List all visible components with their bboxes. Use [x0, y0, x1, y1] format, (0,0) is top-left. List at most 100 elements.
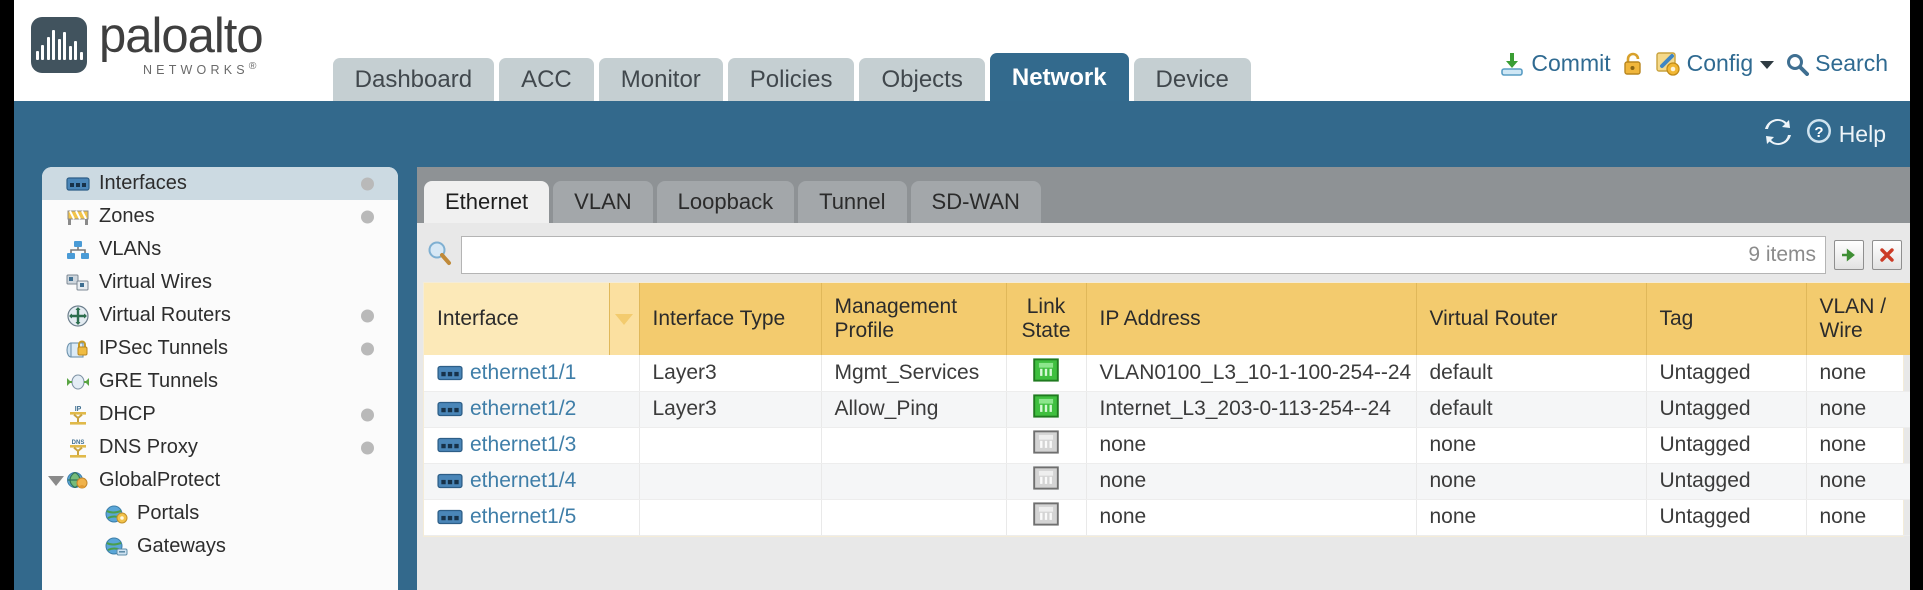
cell-interface: ethernet1/4: [424, 463, 640, 500]
network-sidebar: Interfaces Zones VLANs Vir: [42, 167, 398, 590]
vlans-icon: [66, 240, 90, 260]
sidebar-item-label: Gateways: [137, 535, 226, 557]
cell-link-state: [1006, 391, 1087, 428]
cell-interface: ethernet1/2: [424, 391, 640, 428]
clear-filter-button[interactable]: [1872, 240, 1902, 270]
nav-tab-acc[interactable]: ACC: [499, 57, 594, 101]
cell-tag: Untagged: [1646, 427, 1807, 464]
interface-link[interactable]: ethernet1/2: [470, 397, 577, 420]
interface-link[interactable]: ethernet1/3: [470, 433, 577, 456]
subtab-tunnel[interactable]: Tunnel: [798, 181, 907, 223]
sidebar-item-label: DHCP: [99, 403, 156, 425]
clear-filter-x-icon: [1880, 248, 1894, 262]
table-header-row: Interface Interface Type Management Prof…: [424, 283, 1910, 355]
cell-virtual-router: default: [1416, 391, 1647, 428]
sidebar-item-virtual-wires[interactable]: Virtual Wires: [42, 266, 398, 299]
column-header-link-state[interactable]: Link State: [1006, 283, 1087, 355]
column-header-management-profile[interactable]: Management Profile: [821, 283, 1007, 355]
cell-tag: Untagged: [1646, 499, 1807, 536]
sidebar-item-vlans[interactable]: VLANs: [42, 233, 398, 266]
column-header-interface-type[interactable]: Interface Type: [639, 283, 822, 355]
search-button[interactable]: Search: [1785, 50, 1888, 77]
apply-filter-button[interactable]: [1834, 240, 1864, 270]
column-header-virtual-router[interactable]: Virtual Router: [1416, 283, 1647, 355]
sidebar-item-portals[interactable]: Portals: [42, 497, 398, 530]
subtab-loopback[interactable]: Loopback: [656, 181, 795, 223]
cell-ip-address: Internet_L3_203-0-113-254--24: [1086, 391, 1417, 428]
column-header-tag[interactable]: Tag: [1646, 283, 1807, 355]
header-toolbar: Commit Config: [1499, 50, 1910, 101]
sidebar-item-gateways[interactable]: Gateways: [42, 530, 398, 563]
nav-tab-dashboard[interactable]: Dashboard: [332, 57, 495, 101]
table-row[interactable]: ethernet1/1 Layer3 Mgmt_Services VLAN010…: [424, 355, 1910, 392]
sidebar-item-dns-proxy[interactable]: DNS DNS Proxy: [42, 431, 398, 464]
subtab-sdwan[interactable]: SD-WAN: [910, 181, 1041, 223]
link-state-down-icon: [1033, 502, 1059, 526]
table-header: Interface Interface Type Management Prof…: [424, 283, 1910, 355]
nav-tab-objects[interactable]: Objects: [859, 57, 985, 101]
nav-tab-network[interactable]: Network: [989, 52, 1129, 101]
dhcp-icon: IP: [66, 405, 90, 425]
cell-vlan-wire: none: [1806, 463, 1910, 500]
refresh-icon[interactable]: [1763, 118, 1793, 151]
filter-input[interactable]: 9 items: [461, 236, 1826, 274]
sidebar-item-label: IPSec Tunnels: [99, 337, 228, 359]
sidebar-item-zones[interactable]: Zones: [42, 200, 398, 233]
brand-name: paloalto: [99, 9, 264, 64]
main-navigation-tabs: Dashboard ACC Monitor Policies Objects N…: [332, 52, 1251, 101]
sidebar-item-interfaces[interactable]: Interfaces: [42, 167, 398, 200]
virtual-wires-icon: [66, 273, 90, 293]
interface-link[interactable]: ethernet1/4: [470, 469, 577, 492]
sidebar-item-label: VLANs: [99, 238, 162, 260]
magnifier-icon: [427, 240, 453, 271]
gre-tunnels-icon: [66, 372, 90, 392]
nav-tab-device[interactable]: Device: [1133, 57, 1251, 101]
ethernet-port-icon: [437, 437, 463, 453]
sidebar-item-globalprotect[interactable]: GlobalProtect: [42, 464, 398, 497]
cell-management-profile: [821, 427, 1007, 464]
table-row[interactable]: ethernet1/5 none none Untagge: [424, 499, 1910, 536]
subtab-vlan[interactable]: VLAN: [553, 181, 653, 223]
column-sort-handle[interactable]: [609, 283, 640, 355]
ethernet-port-icon: [437, 401, 463, 417]
nav-tab-policies[interactable]: Policies: [727, 57, 855, 101]
padlock-icon[interactable]: [1621, 51, 1645, 77]
sidebar-item-virtual-routers[interactable]: Virtual Routers: [42, 299, 398, 332]
sidebar-item-dhcp[interactable]: IP DHCP: [42, 398, 398, 431]
commit-button[interactable]: Commit: [1499, 50, 1611, 77]
help-button[interactable]: ? Help: [1805, 117, 1886, 151]
interface-link[interactable]: ethernet1/1: [470, 360, 577, 384]
top-header: paloalto NETWORKS® Dashboard ACC Monitor…: [14, 0, 1910, 101]
cell-ip-address: VLAN0100_L3_10-1-100-254--24: [1086, 355, 1417, 392]
sidebar-item-ipsec-tunnels[interactable]: IPSec Tunnels: [42, 332, 398, 365]
ipsec-tunnels-icon: [66, 339, 90, 359]
svg-text:DNS: DNS: [72, 440, 85, 446]
chevron-down-icon: [1759, 50, 1775, 77]
nav-tab-monitor[interactable]: Monitor: [598, 57, 723, 101]
column-header-interface[interactable]: Interface: [424, 283, 610, 355]
link-state-up-icon: [1033, 394, 1059, 418]
sidebar-item-gre-tunnels[interactable]: GRE Tunnels: [42, 365, 398, 398]
cell-virtual-router: default: [1416, 355, 1647, 392]
table-row[interactable]: ethernet1/3 none none Untagge: [424, 427, 1910, 464]
cell-ip-address: none: [1086, 499, 1417, 536]
cell-tag: Untagged: [1646, 355, 1807, 392]
ethernet-port-icon: [437, 509, 463, 525]
column-header-vlan-wire[interactable]: VLAN / Wire: [1806, 283, 1910, 355]
table-row[interactable]: ethernet1/2 Layer3 Allow_Ping Internet_L…: [424, 391, 1910, 428]
cell-interface: ethernet1/5: [424, 499, 640, 536]
interfaces-icon: [66, 174, 90, 194]
config-menu-button[interactable]: Config: [1655, 50, 1775, 77]
table-row[interactable]: ethernet1/4 none none Untagge: [424, 463, 1910, 500]
sidebar-item-label: DNS Proxy: [99, 436, 198, 458]
interface-link[interactable]: ethernet1/5: [470, 505, 577, 528]
cell-link-state: [1006, 355, 1087, 392]
link-state-down-icon: [1033, 430, 1059, 454]
expand-collapse-caret-icon[interactable]: [48, 475, 64, 486]
subtab-ethernet[interactable]: Ethernet: [424, 181, 550, 223]
sidebar-item-label: Zones: [99, 205, 155, 227]
cell-virtual-router: none: [1416, 499, 1647, 536]
cell-vlan-wire: none: [1806, 499, 1910, 536]
virtual-routers-icon: [66, 304, 90, 327]
column-header-ip-address[interactable]: IP Address: [1086, 283, 1417, 355]
